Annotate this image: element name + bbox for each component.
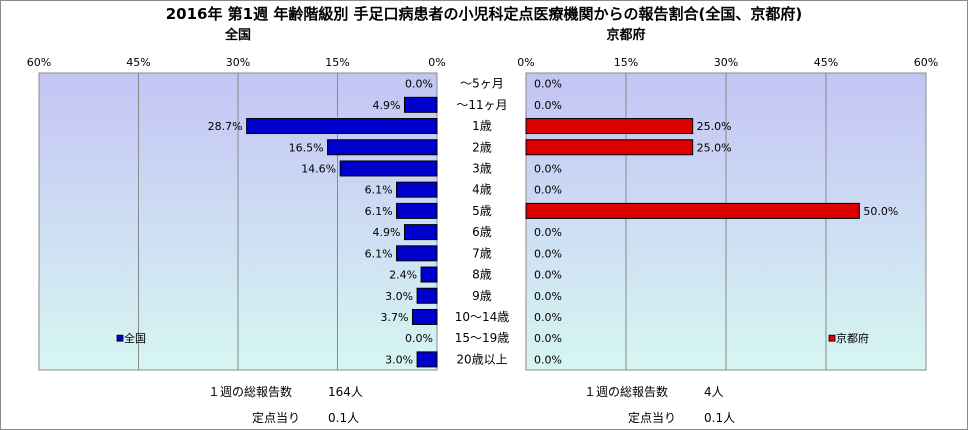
kyoto-bar <box>525 118 694 135</box>
age-category-label: ～11ヶ月 <box>456 98 507 112</box>
national-bar <box>403 96 438 113</box>
age-category-label: 8歳 <box>472 268 492 282</box>
age-category-label: 20歳以上 <box>456 352 507 366</box>
kyoto-data-label: 0.0% <box>534 290 562 303</box>
national-tick-label: 0% <box>428 56 445 69</box>
national-bar <box>416 351 438 368</box>
national-data-label: 28.7% <box>208 120 243 133</box>
age-category-label: 1歳 <box>472 119 492 133</box>
age-category-label: 6歳 <box>472 225 492 239</box>
kyoto-data-label: 0.0% <box>534 226 562 239</box>
kyoto-data-label: 0.0% <box>534 162 562 175</box>
age-category-label: 3歳 <box>472 161 492 175</box>
national-legend-label: 全国 <box>124 331 146 345</box>
kyoto-data-label: 0.0% <box>534 269 562 282</box>
kyoto-bar <box>525 139 694 156</box>
national-data-label: 3.0% <box>385 290 413 303</box>
kyoto-data-label: 0.0% <box>534 184 562 197</box>
kyoto-legend-swatch <box>828 334 836 342</box>
national-data-label: 2.4% <box>389 269 417 282</box>
national-data-label: 0.0% <box>405 332 433 345</box>
kyoto-panel-title: 京都府 <box>606 28 646 43</box>
kyoto-bar <box>525 202 860 219</box>
chart-svg: 60% 45% 30% 15% 0%0.0%4.9%28.7%16.5%14.6%6.1… <box>27 56 938 371</box>
national-bar <box>339 160 438 177</box>
national-data-label: 4.9% <box>373 226 401 239</box>
national-bar <box>396 245 438 262</box>
age-category-label: 9歳 <box>472 289 492 303</box>
national-bar <box>246 118 438 135</box>
national-tick-label: 15% <box>325 56 349 69</box>
kyoto-data-label: 0.0% <box>534 99 562 112</box>
national-per-sentinel-label: 定点当り <box>252 411 301 425</box>
kyoto-data-label: 0.0% <box>534 311 562 324</box>
kyoto-tick-label: 60% <box>914 56 938 69</box>
age-category-label: 10～14歳 <box>455 310 510 324</box>
kyoto-data-label: 0.0% <box>534 247 562 260</box>
age-category-label: ～5ヶ月 <box>460 77 504 91</box>
national-data-label: 0.0% <box>405 78 433 91</box>
national-bar <box>396 202 438 219</box>
national-data-label: 6.1% <box>365 205 393 218</box>
kyoto-data-label: 0.0% <box>534 353 562 366</box>
kyoto-per-sentinel-label: 定点当り <box>628 411 677 425</box>
kyoto-data-label: 0.0% <box>534 332 562 345</box>
kyoto-tick-label: 30% <box>714 56 738 69</box>
kyoto-tick-label: 0% <box>517 56 534 69</box>
national-data-label: 3.7% <box>381 311 409 324</box>
national-tick-label: 30% <box>226 56 250 69</box>
kyoto-total-reports-value: 4人 <box>704 385 724 399</box>
age-category-label: 2歳 <box>472 140 492 154</box>
national-data-label: 14.6% <box>301 162 336 175</box>
kyoto-per-sentinel-value: 0.1人 <box>704 411 736 425</box>
national-total-reports-value: 164人 <box>328 385 363 399</box>
age-category-label: 7歳 <box>472 246 492 260</box>
kyoto-data-label: 25.0% <box>697 141 732 154</box>
national-bar <box>420 266 438 283</box>
chart-title: 2016年 第1週 年齢階級別 手足口病患者の小児科定点医療機関からの報告割合(… <box>165 5 803 23</box>
kyoto-tick-label: 45% <box>814 56 838 69</box>
national-data-label: 6.1% <box>365 247 393 260</box>
national-total-reports-label: １週の総報告数 <box>208 385 293 399</box>
national-panel-title: 全国 <box>224 28 251 43</box>
kyoto-data-label: 0.0% <box>534 78 562 91</box>
national-data-label: 6.1% <box>365 184 393 197</box>
national-tick-label: 45% <box>126 56 150 69</box>
kyoto-total-reports-label: １週の総報告数 <box>584 385 669 399</box>
national-data-label: 3.0% <box>385 353 413 366</box>
national-data-label: 4.9% <box>373 99 401 112</box>
kyoto-data-label: 50.0% <box>863 205 898 218</box>
kyoto-tick-label: 15% <box>614 56 638 69</box>
age-category-label: 4歳 <box>472 183 492 197</box>
national-bar <box>327 139 438 156</box>
national-data-label: 16.5% <box>289 141 324 154</box>
age-category-label: 5歳 <box>472 204 492 218</box>
national-legend-swatch <box>116 334 124 342</box>
national-bar <box>403 224 438 241</box>
kyoto-legend-label: 京都府 <box>836 331 869 345</box>
kyoto-data-label: 25.0% <box>697 120 732 133</box>
age-category-label: 15～19歳 <box>455 331 510 345</box>
national-bar <box>416 287 438 304</box>
national-bar <box>396 181 438 198</box>
national-tick-label: 60% <box>27 56 51 69</box>
national-bar <box>411 308 438 325</box>
national-per-sentinel-value: 0.1人 <box>328 411 360 425</box>
